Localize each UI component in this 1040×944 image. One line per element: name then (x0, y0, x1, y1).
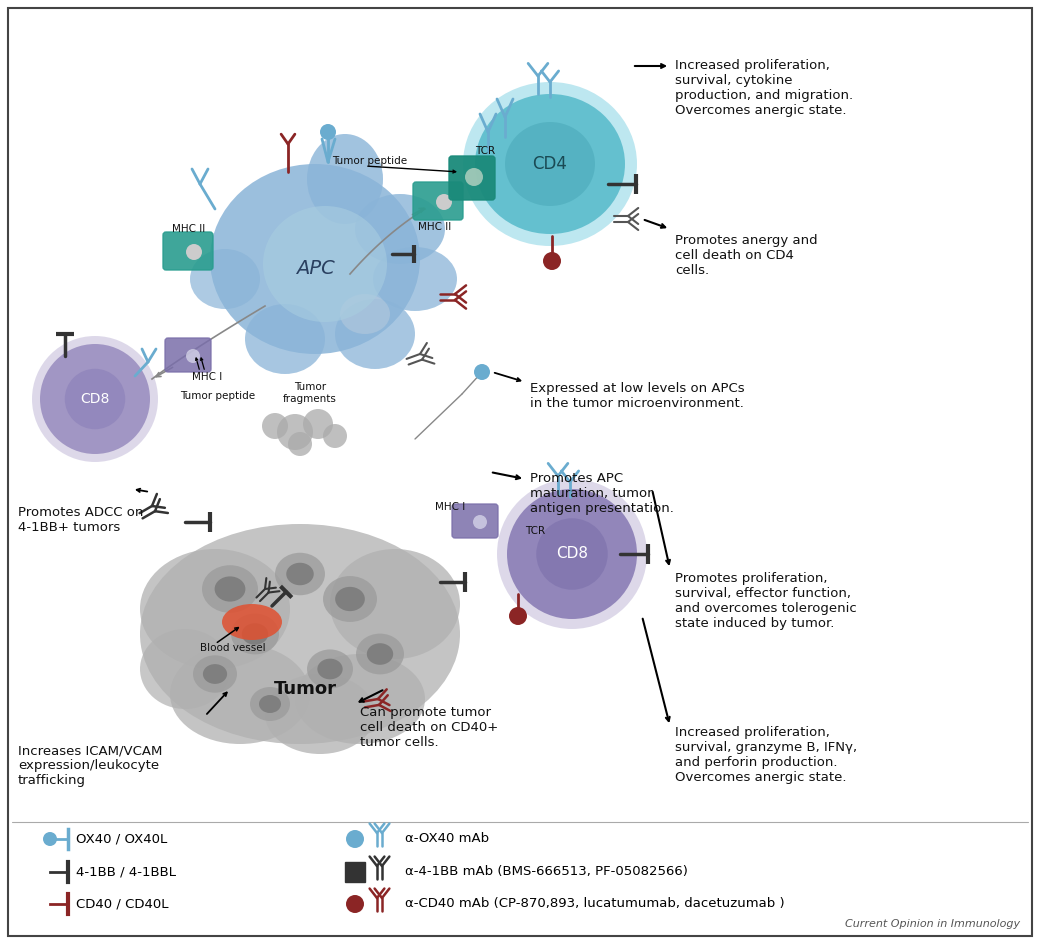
Text: Increases ICAM/VCAM
expression/leukocyte
trafficking: Increases ICAM/VCAM expression/leukocyte… (18, 744, 162, 787)
Text: MHC II: MHC II (172, 224, 205, 234)
Text: Tumor: Tumor (274, 680, 337, 698)
Text: MHC II: MHC II (418, 222, 451, 232)
Ellipse shape (323, 576, 376, 622)
Circle shape (186, 244, 202, 260)
Ellipse shape (307, 134, 383, 224)
Ellipse shape (214, 577, 245, 601)
Ellipse shape (497, 479, 647, 629)
Ellipse shape (286, 563, 314, 585)
Circle shape (323, 424, 347, 448)
Circle shape (436, 194, 452, 210)
Ellipse shape (202, 565, 258, 613)
Ellipse shape (355, 194, 445, 264)
Circle shape (303, 409, 333, 439)
Text: Tumor peptide: Tumor peptide (180, 391, 255, 401)
Text: TCR: TCR (525, 526, 545, 536)
Circle shape (288, 432, 312, 456)
Text: Promotes APC
maturation, tumor
antigen presentation.: Promotes APC maturation, tumor antigen p… (530, 472, 674, 515)
Circle shape (543, 252, 561, 270)
Text: Increased proliferation,
survival, granzyme B, IFNγ,
and perforin production.
Ov: Increased proliferation, survival, granz… (675, 726, 857, 784)
Text: CD8: CD8 (556, 547, 588, 562)
FancyBboxPatch shape (452, 504, 498, 538)
Ellipse shape (140, 549, 290, 669)
FancyBboxPatch shape (8, 8, 1032, 936)
Ellipse shape (335, 299, 415, 369)
Circle shape (474, 364, 490, 380)
Text: Increased proliferation,
survival, cytokine
production, and migration.
Overcomes: Increased proliferation, survival, cytok… (675, 59, 853, 117)
Circle shape (186, 349, 200, 363)
Text: Expressed at low levels on APCs
in the tumor microenvironment.: Expressed at low levels on APCs in the t… (530, 382, 745, 410)
Ellipse shape (295, 654, 425, 744)
Ellipse shape (190, 249, 260, 309)
FancyBboxPatch shape (449, 156, 495, 200)
Text: Tumor peptide: Tumor peptide (332, 156, 407, 166)
Ellipse shape (335, 587, 365, 611)
Text: Current Opinion in Immunology: Current Opinion in Immunology (844, 919, 1020, 929)
Ellipse shape (64, 369, 125, 430)
Ellipse shape (537, 518, 607, 590)
Text: Can promote tumor
cell death on CD40+
tumor cells.: Can promote tumor cell death on CD40+ tu… (360, 706, 498, 749)
Circle shape (262, 413, 288, 439)
Ellipse shape (193, 655, 237, 693)
Ellipse shape (505, 122, 595, 206)
Text: α-OX40 mAb: α-OX40 mAb (405, 833, 489, 846)
Text: Promotes anergy and
cell death on CD4
cells.: Promotes anergy and cell death on CD4 ce… (675, 234, 817, 277)
Text: Promotes ADCC on
4-1BB+ tumors: Promotes ADCC on 4-1BB+ tumors (18, 506, 144, 534)
Ellipse shape (317, 659, 342, 680)
Ellipse shape (506, 489, 636, 619)
Ellipse shape (231, 614, 279, 654)
Circle shape (465, 168, 483, 186)
Text: CD40 / CD40L: CD40 / CD40L (76, 898, 168, 911)
FancyBboxPatch shape (163, 232, 213, 270)
Text: Promotes proliferation,
survival, effector function,
and overcomes tolerogenic
s: Promotes proliferation, survival, effect… (675, 572, 857, 630)
Text: APC: APC (295, 260, 335, 278)
FancyBboxPatch shape (345, 862, 365, 882)
Ellipse shape (203, 664, 227, 683)
Text: CD4: CD4 (532, 155, 568, 173)
Ellipse shape (475, 94, 625, 234)
Text: TCR: TCR (475, 146, 495, 156)
Circle shape (43, 832, 57, 846)
Ellipse shape (356, 633, 404, 674)
Text: OX40 / OX40L: OX40 / OX40L (76, 833, 167, 846)
Circle shape (277, 414, 313, 450)
Ellipse shape (140, 629, 230, 709)
Text: α-4-1BB mAb (BMS-666513, PF-05082566): α-4-1BB mAb (BMS-666513, PF-05082566) (405, 866, 687, 879)
Ellipse shape (340, 294, 390, 334)
Ellipse shape (32, 336, 158, 462)
Ellipse shape (275, 553, 324, 596)
Text: Blood vessel: Blood vessel (200, 643, 265, 653)
Ellipse shape (250, 687, 290, 721)
Ellipse shape (330, 549, 460, 659)
Circle shape (509, 607, 527, 625)
Text: Tumor
fragments: Tumor fragments (283, 382, 337, 404)
Ellipse shape (263, 206, 387, 322)
Ellipse shape (222, 604, 282, 640)
Circle shape (346, 895, 364, 913)
Ellipse shape (463, 82, 636, 246)
Circle shape (320, 124, 336, 140)
Ellipse shape (40, 344, 150, 454)
Ellipse shape (307, 649, 353, 688)
Ellipse shape (245, 304, 324, 374)
Circle shape (346, 830, 364, 848)
Ellipse shape (373, 247, 457, 311)
Ellipse shape (140, 524, 460, 744)
Text: α-CD40 mAb (CP-870,893, lucatumumab, dacetuzumab ): α-CD40 mAb (CP-870,893, lucatumumab, dac… (405, 898, 784, 911)
FancyBboxPatch shape (165, 338, 211, 372)
Ellipse shape (259, 695, 281, 713)
Circle shape (473, 515, 487, 529)
Text: 4-1BB / 4-1BBL: 4-1BB / 4-1BBL (76, 866, 176, 879)
FancyBboxPatch shape (413, 182, 463, 220)
Ellipse shape (210, 164, 420, 354)
Text: MHC I: MHC I (192, 372, 223, 382)
Ellipse shape (170, 644, 310, 744)
Ellipse shape (367, 643, 393, 665)
Ellipse shape (241, 623, 268, 645)
Text: CD8: CD8 (80, 392, 109, 406)
Text: MHC I: MHC I (435, 502, 465, 512)
Ellipse shape (265, 674, 375, 754)
